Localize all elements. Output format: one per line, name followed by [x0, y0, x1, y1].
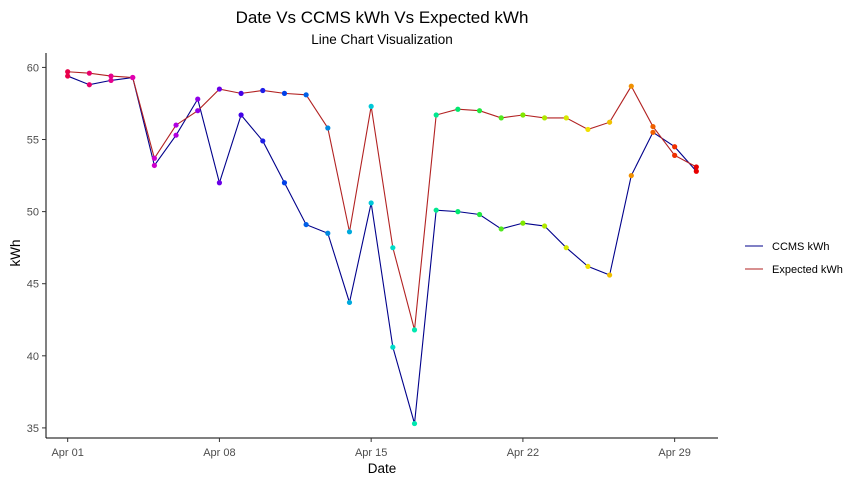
data-point	[693, 164, 699, 170]
data-point	[108, 77, 114, 83]
y-tick-label: 40	[27, 351, 39, 363]
data-point	[628, 172, 634, 179]
data-point	[672, 152, 678, 158]
data-point	[281, 90, 288, 96]
data-point	[563, 115, 569, 121]
data-point	[216, 86, 223, 92]
data-point	[541, 115, 548, 121]
data-point	[303, 92, 309, 98]
data-point	[368, 103, 374, 109]
data-point	[628, 83, 634, 89]
y-tick-label: 45	[27, 279, 39, 291]
chart-title: Date Vs CCMS kWh Vs Expected kWh	[236, 8, 529, 27]
legend: CCMS kWh Expected kWh	[745, 241, 843, 276]
data-point	[346, 229, 353, 235]
data-point	[130, 74, 136, 81]
x-axis-title: Date	[368, 461, 397, 476]
y-ticks: 35 40 45 50 55 60	[27, 62, 46, 435]
data-point	[607, 272, 613, 278]
y-tick-label: 50	[27, 207, 39, 219]
x-tick-label: Apr 29	[658, 447, 690, 459]
data-point	[173, 132, 179, 138]
series-points	[65, 69, 699, 427]
data-point	[346, 299, 353, 306]
data-point	[303, 221, 309, 228]
data-point	[498, 226, 504, 232]
y-tick-label: 55	[27, 135, 39, 147]
data-point	[368, 200, 374, 206]
data-point	[216, 180, 223, 186]
legend-label-expected: Expected kWh	[772, 264, 843, 276]
x-ticks: Apr 01 Apr 08 Apr 15 Apr 22 Apr 29	[51, 438, 691, 459]
series-line-1	[67, 71, 697, 330]
data-point	[238, 90, 244, 96]
data-point	[541, 223, 548, 229]
data-point	[650, 129, 656, 135]
series-line-0	[67, 75, 697, 424]
data-point	[650, 123, 656, 130]
data-point	[325, 125, 331, 131]
data-point	[585, 126, 591, 133]
data-point	[520, 220, 526, 226]
data-point	[411, 420, 418, 427]
data-point	[260, 87, 266, 94]
data-point	[476, 211, 483, 218]
data-point	[173, 122, 179, 128]
data-point	[563, 245, 569, 251]
x-tick-label: Apr 08	[203, 447, 235, 459]
data-point	[151, 162, 157, 169]
chart-subtitle: Line Chart Visualization	[311, 32, 453, 47]
legend-label-ccms: CCMS kWh	[772, 241, 829, 253]
data-point	[476, 108, 483, 114]
y-axis-title: kWh	[8, 240, 23, 267]
data-point	[281, 180, 288, 186]
data-point	[607, 119, 613, 125]
y-tick-label: 35	[27, 423, 39, 435]
data-point	[693, 168, 699, 174]
data-point	[455, 106, 461, 112]
data-point	[455, 209, 461, 215]
x-tick-label: Apr 22	[507, 447, 539, 459]
data-point	[498, 115, 504, 121]
data-point	[390, 245, 396, 251]
data-point	[86, 82, 92, 88]
data-point	[433, 112, 439, 118]
data-point	[585, 263, 591, 270]
axes	[45, 53, 718, 439]
data-point	[151, 155, 157, 161]
data-point	[108, 73, 114, 79]
y-tick-label: 60	[27, 62, 39, 74]
data-point	[195, 108, 201, 114]
data-point	[390, 344, 396, 350]
x-tick-label: Apr 01	[51, 447, 83, 459]
data-point	[433, 207, 439, 213]
data-point	[65, 73, 71, 79]
data-point	[411, 327, 418, 333]
data-point	[238, 112, 244, 118]
data-point	[325, 230, 331, 236]
data-point	[195, 96, 201, 102]
data-point	[86, 70, 92, 76]
x-tick-label: Apr 15	[355, 447, 387, 459]
series-lines	[67, 71, 697, 424]
data-point	[520, 112, 526, 118]
data-point	[65, 69, 71, 75]
data-point	[260, 138, 266, 144]
data-point	[672, 144, 678, 150]
